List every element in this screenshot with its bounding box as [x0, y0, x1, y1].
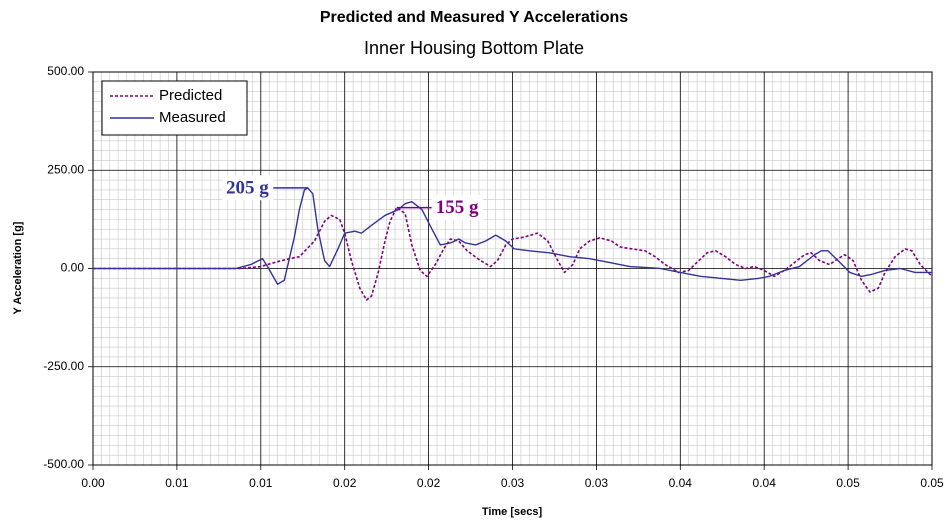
chart-title: Predicted and Measured Y Accelerations [320, 9, 628, 26]
y-tick-label: -250.00 [43, 359, 84, 373]
legend-label: Measured [159, 109, 226, 126]
annotation-box [431, 194, 483, 220]
x-tick-label: 0.03 [501, 476, 525, 490]
y-axis-label: Y Acceleration [g] [12, 221, 24, 314]
x-tick-label: 0.02 [417, 476, 441, 490]
x-tick-label: 0.04 [669, 476, 693, 490]
x-tick-label: 0.05 [836, 476, 860, 490]
annotation: 155 g [431, 194, 483, 220]
x-tick-label: 0.03 [585, 476, 609, 490]
annotation-box [222, 175, 274, 201]
y-tick-label: 0.00 [61, 261, 85, 275]
legend-box [101, 80, 248, 136]
y-tick-label: 500.00 [47, 64, 84, 78]
annotation-label: 155 g [436, 197, 479, 218]
annotation: 205 g [222, 175, 274, 201]
x-tick-label: 0.02 [333, 476, 357, 490]
annotation-label: 205 g [226, 177, 269, 198]
series-line [93, 206, 933, 301]
chart-subtitle: Inner Housing Bottom Plate [364, 38, 584, 58]
x-tick-label: 0.05 [920, 476, 944, 490]
x-axis-label: Time [secs] [482, 506, 543, 518]
x-tick-label: 0.00 [81, 476, 105, 490]
y-tick-label: 250.00 [47, 162, 84, 176]
x-tick-label: 0.01 [249, 476, 273, 490]
x-tick-label: 0.04 [753, 476, 777, 490]
legend-label: Predicted [159, 87, 222, 104]
y-tick-label: -500.00 [43, 457, 84, 471]
x-tick-label: 0.01 [165, 476, 189, 490]
